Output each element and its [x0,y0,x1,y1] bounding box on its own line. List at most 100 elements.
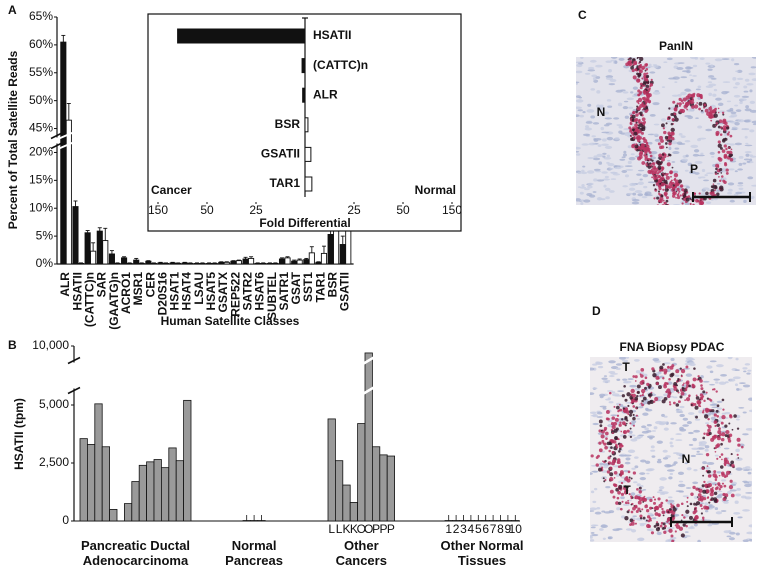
stroma-cell [668,146,672,151]
stroma-cell [585,125,589,129]
stained-cell [616,414,620,417]
stained-cell [728,150,733,155]
x-tick-label: L [328,522,335,536]
stroma-cell [602,537,606,540]
stained-cell [637,102,640,105]
stained-cell [634,68,638,71]
stained-cell [658,184,662,187]
stroma-cell [659,421,668,425]
stained-cell [725,168,729,172]
stained-cell [656,204,660,205]
stroma-cell [596,153,604,158]
stroma-cell [628,156,636,161]
stroma-cell [702,187,710,191]
x-tick-label: 6 [482,522,489,536]
stroma-cell [608,69,612,73]
stained-cell [604,478,607,481]
stained-cell [720,126,723,129]
stroma-cell [632,86,638,90]
stained-cell [642,516,646,520]
stroma-cell [631,420,637,424]
bar [168,447,177,522]
stroma-cell [684,462,688,465]
stroma-cell [742,468,750,472]
stained-cell [645,143,649,147]
stroma-cell [576,61,582,64]
bar [94,403,103,522]
x-tick-label: 25 [249,203,263,217]
stained-cell [688,384,691,388]
stroma-cell [618,125,624,129]
stained-cell [718,488,721,491]
stroma-cell [597,198,606,200]
stained-cell [705,489,710,494]
stroma-cell [704,502,709,506]
stained-cell [676,187,680,191]
stained-cell [689,502,693,506]
stained-cell [661,507,664,511]
stained-cell [680,368,686,374]
stroma-cell [682,417,689,421]
stained-cell [656,172,660,175]
stained-cell [598,467,602,472]
stained-cell [602,477,605,480]
stroma-cell [706,172,714,175]
stained-cell [714,171,717,174]
stroma-cell [615,363,623,366]
stained-cell [684,388,688,392]
stained-cell [720,453,724,456]
stroma-cell [700,152,704,155]
stained-cell [636,57,639,60]
stroma-cell [669,395,674,398]
stroma-cell [606,154,611,158]
stroma-cell [671,141,678,145]
stained-cell [710,489,715,493]
image-title: PanIN [659,39,693,53]
stained-cell [671,517,675,521]
x-tick-label: HSAT6 [253,272,267,311]
stained-cell [713,420,718,424]
stroma-cell [727,182,735,186]
stained-cell [637,74,641,78]
stroma-cell [744,151,752,154]
stroma-cell [718,381,727,385]
stroma-cell [677,94,682,97]
stained-cell [731,428,734,431]
stroma-cell [704,174,708,177]
stained-cell [637,507,641,511]
stroma-cell [638,406,644,409]
stained-cell [674,104,679,108]
stroma-cell [645,460,651,465]
stained-cell [705,452,710,457]
stained-cell [615,443,618,447]
stained-cell [656,196,660,200]
bar-break-mark [361,355,377,366]
stained-cell [615,405,620,410]
stained-cell [662,514,665,517]
stained-cell [721,398,725,402]
stained-cell [713,470,717,474]
stroma-cell [739,101,743,105]
stained-cell [598,448,603,453]
stained-cell [638,123,643,128]
stained-cell [700,498,704,502]
stroma-cell [690,144,699,148]
stroma-cell [647,512,653,516]
stroma-cell [607,390,613,392]
stroma-cell [581,184,585,188]
stained-cell [632,471,637,475]
stroma-cell [622,185,629,188]
stained-cell [723,463,727,467]
stroma-cell [597,365,604,369]
stroma-cell [616,449,624,452]
stained-cell [652,496,655,499]
stained-cell [721,432,726,437]
stroma-cell [579,191,584,195]
stained-cell [619,443,623,447]
stroma-cell [625,357,630,359]
stroma-cell [714,507,719,511]
stained-cell [695,415,698,419]
stained-cell [642,84,646,87]
bar [308,252,315,265]
stained-cell [600,429,603,432]
